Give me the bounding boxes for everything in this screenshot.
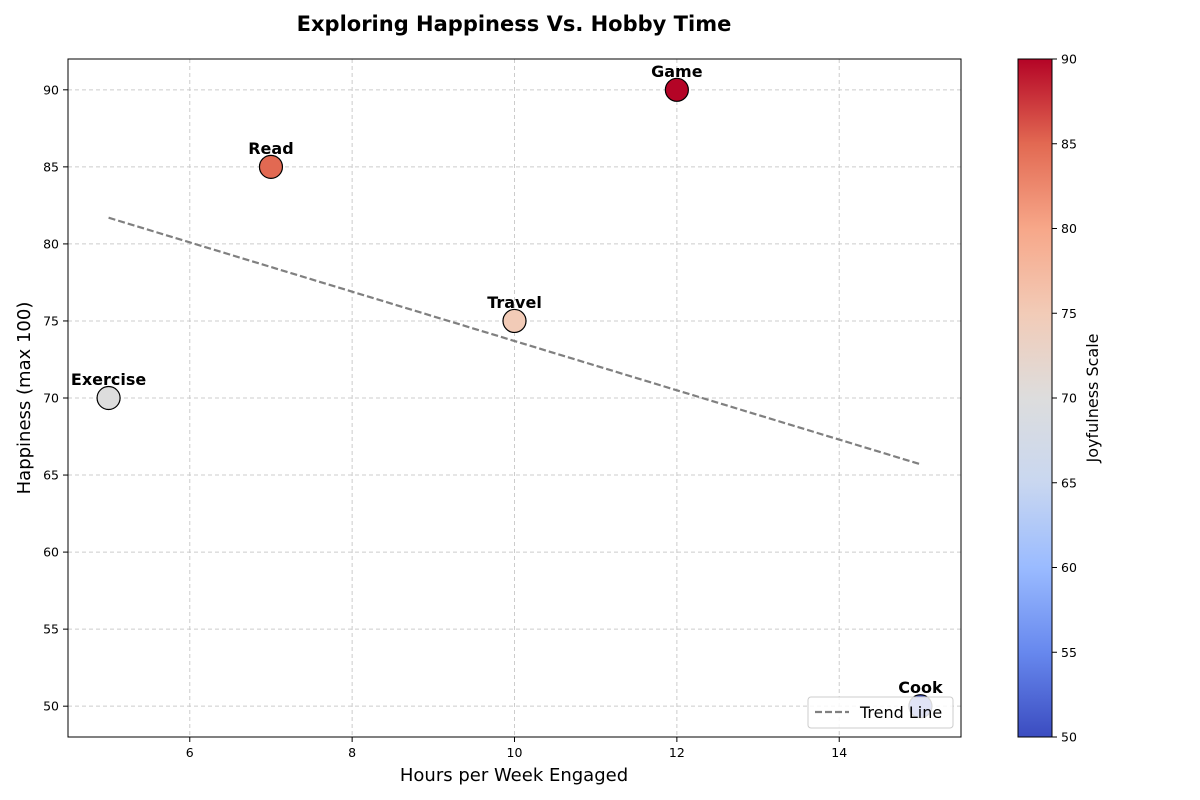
x-axis-label: Hours per Week Engaged [400,765,628,786]
colorbar-tick-label: 70 [1061,391,1077,406]
colorbar-tick-label: 60 [1061,560,1077,575]
y-axis-label: Happiness (max 100) [14,302,35,495]
colorbar-ticks: 50 55 60 65 70 75 80 85 90 [1052,52,1077,745]
point-label-cook: Cook [898,678,943,697]
axis-ticks: 6 8 10 12 14 50 55 60 65 70 75 80 85 90 [43,82,847,760]
y-tick-label: 80 [43,236,59,251]
chart-title: Exploring Happiness Vs. Hobby Time [297,12,732,36]
y-tick-label: 60 [43,545,59,560]
point-label-read: Read [248,139,293,158]
colorbar-tick-label: 85 [1061,136,1077,151]
y-tick-label: 55 [43,622,59,637]
colorbar-gradient [1017,58,1053,738]
colorbar-tick-label: 65 [1061,475,1077,490]
y-tick-label: 65 [43,468,59,483]
point-label-game: Game [651,62,703,81]
y-tick-label: 90 [43,82,59,97]
colorbar-tick-label: 80 [1061,221,1077,236]
trend-line-layer [108,216,921,466]
x-tick-label: 14 [831,745,847,760]
x-tick-label: 6 [186,745,194,760]
colorbar-tick-label: 55 [1061,645,1077,660]
colorbar: 50 55 60 65 70 75 80 85 90 Joyfulness Scale [1017,52,1102,745]
colorbar-label: Joyfulness Scale [1083,334,1102,464]
legend-trend-line-label: Trend Line [859,703,942,722]
colorbar-tick-label: 50 [1061,730,1077,745]
trend-line [108,216,921,466]
point-game [664,77,689,102]
x-tick-label: 10 [507,745,523,760]
x-tick-label: 12 [669,745,685,760]
colorbar-tick-label: 90 [1061,52,1077,67]
y-tick-label: 70 [43,391,59,406]
points-layer: Exercise Read Travel Game Cook [71,62,943,719]
legend: Trend Line [807,696,954,729]
y-tick-label: 50 [43,699,59,714]
point-read [258,154,284,179]
legend-box [807,696,954,729]
point-exercise [96,385,121,411]
point-label-travel: Travel [487,293,542,312]
colorbar-tick-label: 75 [1061,306,1077,321]
point-label-exercise: Exercise [71,370,146,389]
y-tick-label: 75 [43,313,59,328]
point-travel [502,308,527,334]
y-tick-label: 85 [43,159,59,174]
grid [68,59,961,737]
x-tick-label: 8 [348,745,356,760]
